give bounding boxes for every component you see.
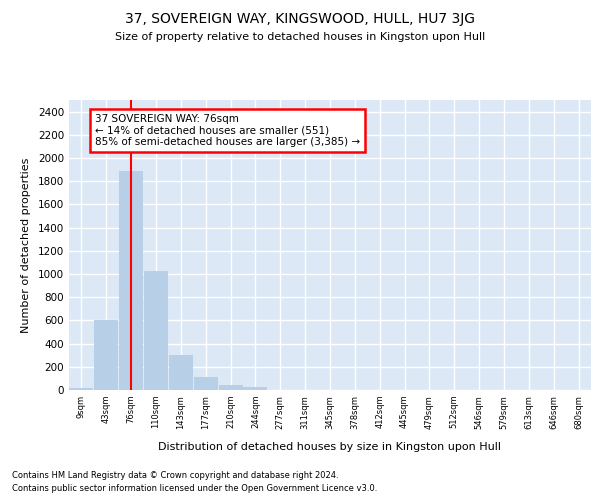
Bar	[194, 376, 218, 390]
Bar	[119, 171, 143, 390]
Bar	[218, 385, 242, 390]
Text: Contains HM Land Registry data © Crown copyright and database right 2024.: Contains HM Land Registry data © Crown c…	[12, 470, 338, 480]
Bar	[94, 320, 118, 390]
Text: Contains public sector information licensed under the Open Government Licence v3: Contains public sector information licen…	[12, 484, 377, 493]
Bar	[144, 270, 168, 390]
Text: 37, SOVEREIGN WAY, KINGSWOOD, HULL, HU7 3JG: 37, SOVEREIGN WAY, KINGSWOOD, HULL, HU7 …	[125, 12, 475, 26]
Text: 37 SOVEREIGN WAY: 76sqm
← 14% of detached houses are smaller (551)
85% of semi-d: 37 SOVEREIGN WAY: 76sqm ← 14% of detache…	[95, 114, 360, 147]
Text: Distribution of detached houses by size in Kingston upon Hull: Distribution of detached houses by size …	[158, 442, 502, 452]
Text: Size of property relative to detached houses in Kingston upon Hull: Size of property relative to detached ho…	[115, 32, 485, 42]
Bar	[169, 355, 193, 390]
Bar	[244, 387, 268, 390]
Bar	[70, 388, 94, 390]
Y-axis label: Number of detached properties: Number of detached properties	[21, 158, 31, 332]
